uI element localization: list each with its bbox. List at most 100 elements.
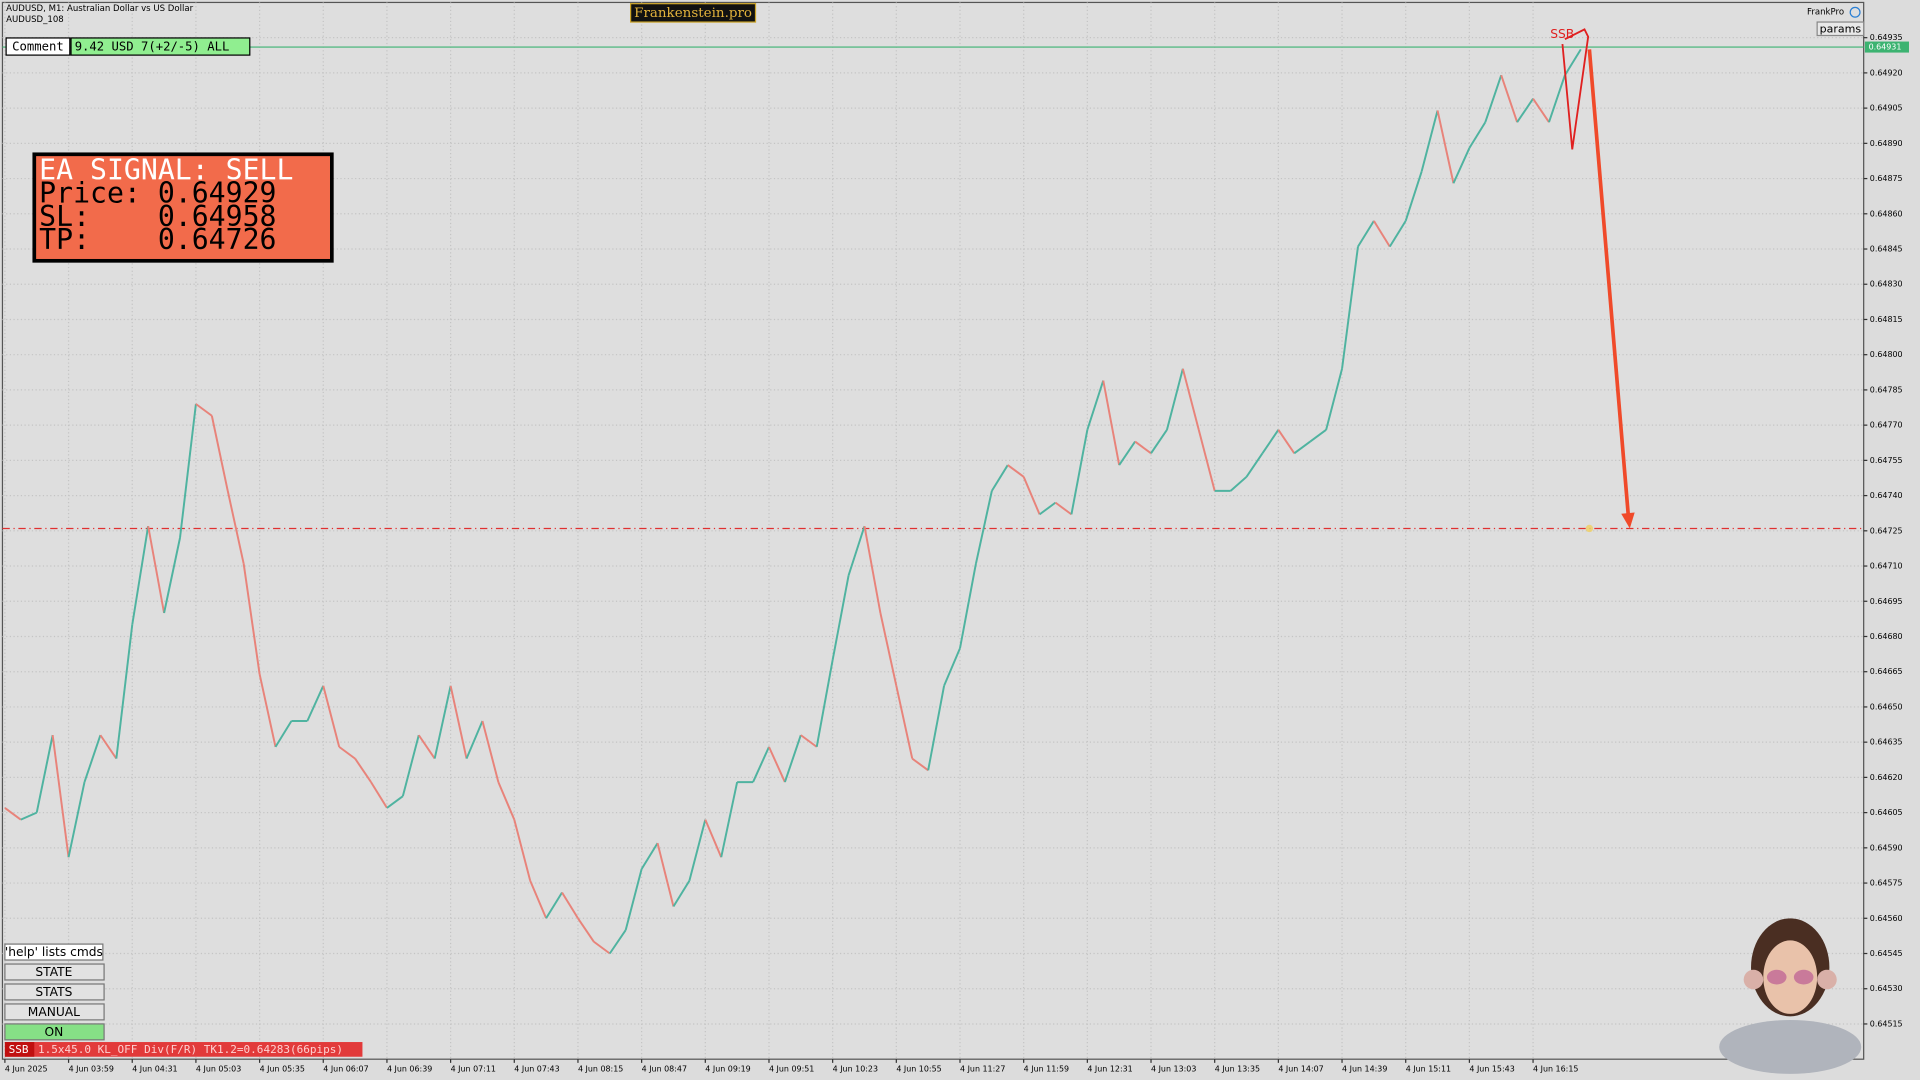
command-button-label[interactable]: STATS [35, 985, 72, 999]
price-segment [83, 734, 102, 783]
command-button[interactable] [4, 1003, 105, 1021]
y-tick-label: 0.64875 [1870, 174, 1903, 183]
price-segment [1118, 441, 1136, 466]
comment-label-box [5, 37, 71, 56]
price-segment [401, 734, 420, 797]
price-segment [927, 685, 946, 771]
y-tick-label: 0.64545 [1870, 949, 1903, 958]
x-tick-label: 4 Jun 15:11 [1406, 1064, 1451, 1073]
price-segment [1022, 476, 1041, 515]
params-button[interactable] [1816, 21, 1865, 37]
brand-box [630, 3, 757, 23]
price-segment [1452, 147, 1471, 184]
status-tag-box [4, 1042, 35, 1057]
x-tick-label: 4 Jun 16:15 [1533, 1064, 1578, 1073]
x-tick-label: 4 Jun 13:35 [1215, 1064, 1260, 1073]
price-segment [704, 819, 723, 858]
price-segment [322, 685, 341, 748]
status-tag: SSB [9, 1043, 29, 1056]
price-segment [20, 811, 38, 821]
command-button[interactable] [4, 983, 105, 1001]
price-segment [449, 685, 468, 759]
price-segment [1181, 368, 1200, 431]
command-button[interactable] [4, 1023, 105, 1041]
price-segment [306, 685, 325, 722]
y-tick-label: 0.64815 [1870, 315, 1903, 324]
x-tick-label: 4 Jun 11:59 [1024, 1064, 1069, 1073]
price-segment [720, 781, 739, 858]
x-tick-label: 4 Jun 04:31 [132, 1064, 177, 1073]
user-icon [1849, 6, 1861, 18]
price-segment [195, 403, 213, 417]
command-button [4, 943, 104, 961]
avatar-glasses [1793, 969, 1814, 985]
price-segment [258, 673, 277, 748]
price-segment [815, 659, 834, 748]
x-tick-label: 4 Jun 06:07 [323, 1064, 368, 1073]
x-tick-label: 4 Jun 05:03 [196, 1064, 241, 1073]
price-segment [1468, 121, 1487, 149]
chart-title: AUDUSD, M1: Australian Dollar vs US Doll… [6, 4, 194, 14]
y-tick-label: 0.64800 [1870, 350, 1903, 359]
price-segment [513, 819, 532, 881]
status-text: 1.5x45.0 KL_OFF Div(F/R) TK1.2=0.64283(6… [38, 1043, 343, 1056]
buttons: 'help' lists cmds STATE STATS MANUAL ON [4, 943, 105, 1041]
price-segment [991, 464, 1009, 492]
command-button-label[interactable]: ON [44, 1025, 63, 1039]
price-segment [800, 734, 818, 748]
price-label-box [1864, 41, 1909, 53]
x-tick-label: 4 Jun 05:35 [260, 1064, 305, 1073]
price-segment [433, 685, 452, 759]
price-segment [386, 795, 404, 809]
signal-arrowhead [1621, 512, 1635, 529]
x-tick-label: 4 Jun 13:03 [1151, 1064, 1196, 1073]
avatar-headphone [1817, 969, 1837, 990]
price-label: 0.64931 [1869, 43, 1902, 52]
price-segment [147, 525, 166, 614]
brand: Frankenstein.pro [634, 6, 752, 21]
price-segment [35, 734, 54, 813]
avatar-body [1719, 1020, 1862, 1074]
price-segment [1309, 429, 1327, 443]
signal-tp: TP: 0.64726 [39, 223, 276, 256]
price-segment [1134, 440, 1152, 455]
y-tick-label: 0.64590 [1870, 843, 1903, 852]
price-segment [879, 612, 898, 687]
avatar [1719, 918, 1862, 1074]
params-label[interactable]: params [1820, 22, 1862, 35]
price-segment [1564, 48, 1582, 76]
price-segment [1150, 429, 1168, 454]
price-segment [1357, 220, 1375, 248]
y-tick-label: 0.64890 [1870, 139, 1903, 148]
x-tick-label: 4 Jun 09:51 [769, 1064, 814, 1073]
y-tick-label: 0.64740 [1870, 491, 1903, 500]
price-segment [974, 490, 993, 564]
price-segment [354, 758, 372, 783]
price-segment [115, 624, 134, 759]
price-segment [1070, 429, 1089, 515]
comment-label: Comment [12, 40, 64, 54]
user: FrankPro [1807, 8, 1844, 18]
x-tick-label: 4 Jun 14:07 [1278, 1064, 1323, 1073]
target-dot [1585, 524, 1594, 533]
price-segment [1516, 98, 1534, 123]
x-tick-label: 4 Jun 03:59 [69, 1064, 114, 1073]
y-tick-label: 0.64905 [1870, 104, 1903, 113]
price-segment [1007, 464, 1025, 478]
x-tick-label: 4 Jun 07:11 [451, 1064, 496, 1073]
signal-arrow [1587, 49, 1631, 519]
price-segment [226, 490, 245, 564]
signal-sl: SL: 0.64958 [39, 200, 276, 233]
price-segment [1341, 246, 1359, 369]
command-button-label[interactable]: STATE [35, 965, 72, 979]
price-segment [672, 880, 691, 908]
price-segment [1484, 74, 1503, 123]
command-button-label[interactable]: MANUAL [28, 1005, 80, 1019]
price-segment [99, 734, 118, 760]
ssb-annotation: SSB [1550, 27, 1574, 41]
avatar-headphone [1743, 969, 1764, 990]
command-button[interactable] [4, 963, 105, 981]
x-tick-label: 4 Jun 10:55 [896, 1064, 941, 1073]
comment-box [70, 37, 251, 56]
